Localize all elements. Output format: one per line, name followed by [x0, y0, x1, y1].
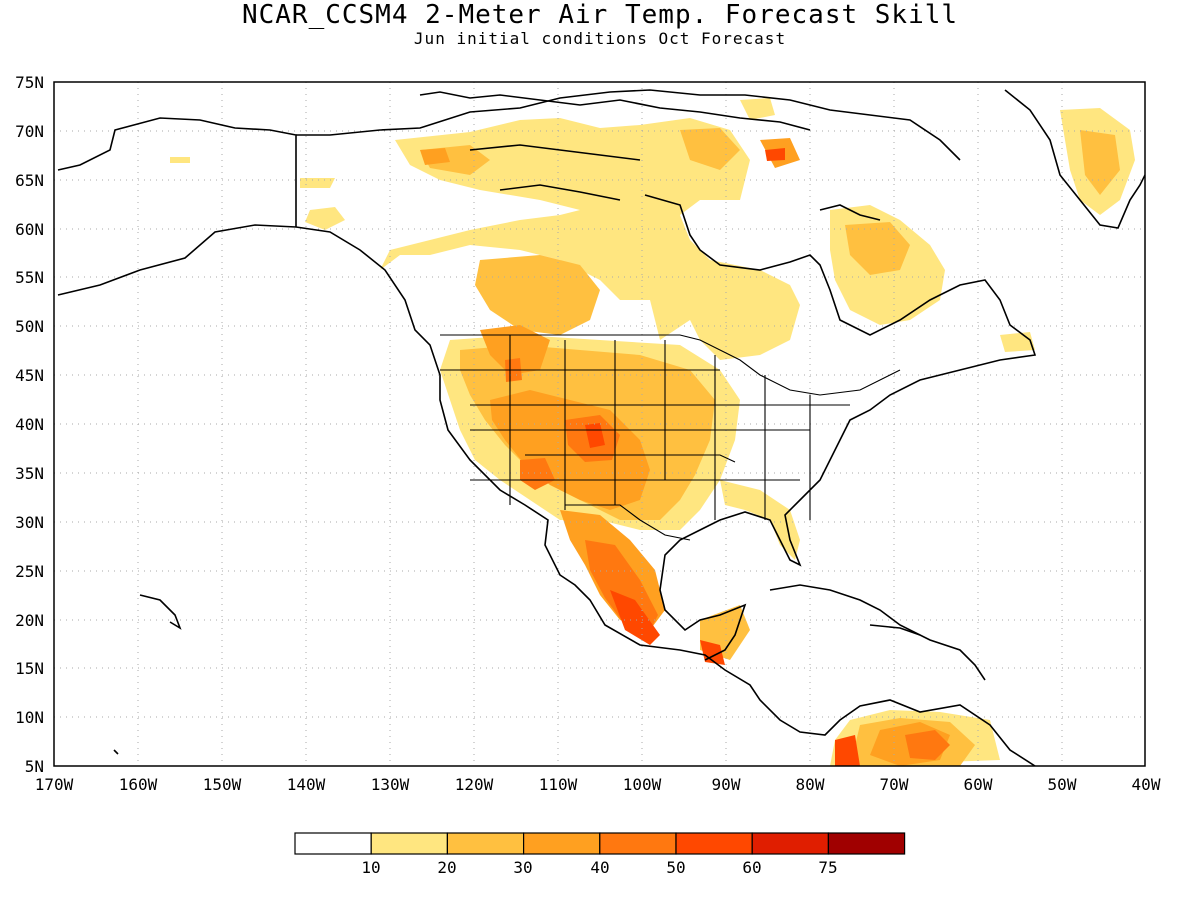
lon-label: 80W — [796, 775, 825, 794]
lon-label: 70W — [880, 775, 909, 794]
lat-label: 30N — [15, 513, 44, 532]
lon-label: 90W — [712, 775, 741, 794]
political-borders — [440, 334, 901, 541]
lat-label: 75N — [15, 73, 44, 92]
lon-label: 120W — [455, 775, 494, 794]
colorbar-label: 75 — [818, 858, 837, 877]
colorbar-swatch — [675, 832, 753, 855]
colorbar-swatch — [599, 832, 677, 855]
colorbar-swatch — [294, 832, 372, 855]
lat-label: 20N — [15, 611, 44, 630]
colorbar-swatch — [370, 832, 449, 855]
lon-label: 110W — [539, 775, 578, 794]
lat-label: 70N — [15, 122, 44, 141]
colorbar-label: 50 — [666, 858, 685, 877]
lat-label: 60N — [15, 220, 44, 239]
lat-label: 10N — [15, 708, 44, 727]
colorbar-swatch — [751, 832, 830, 855]
colorbar-labels: 10 20 30 40 50 60 75 — [361, 858, 837, 877]
colorbar-label: 60 — [742, 858, 761, 877]
colorbar-swatch — [446, 832, 525, 855]
colorbar: 10 20 30 40 50 60 75 — [294, 832, 906, 877]
lon-label: 150W — [203, 775, 242, 794]
lon-label: 140W — [287, 775, 326, 794]
colorbar-swatch — [522, 832, 601, 855]
map-title: NCAR_CCSM4 2-Meter Air Temp. Forecast Sk… — [241, 0, 959, 30]
lat-label: 55N — [15, 268, 44, 287]
lat-label: 5N — [25, 757, 44, 776]
lon-label: 60W — [964, 775, 993, 794]
map-subtitle: Jun initial conditions Oct Forecast — [413, 29, 787, 48]
lat-label: 45N — [15, 366, 44, 385]
colorbar-label: 10 — [361, 858, 380, 877]
colorbar-label: 40 — [590, 858, 609, 877]
colorbar-swatch — [827, 832, 906, 855]
latitude-labels: 75N 70N 65N 60N 55N 50N 45N 40N 35N 30N … — [15, 73, 44, 776]
lon-label: 100W — [623, 775, 662, 794]
lon-label: 130W — [371, 775, 410, 794]
colorbar-label: 20 — [437, 858, 456, 877]
lon-label: 50W — [1048, 775, 1077, 794]
lon-label: 40W — [1132, 775, 1161, 794]
map-plot-area — [54, 82, 1145, 766]
map-frame — [53, 81, 1146, 767]
lat-label: 35N — [15, 464, 44, 483]
lat-label: 65N — [15, 171, 44, 190]
lat-label: 25N — [15, 562, 44, 581]
coastlines — [57, 89, 1145, 766]
lat-label: 15N — [15, 659, 44, 678]
colorbar-label: 30 — [513, 858, 532, 877]
lat-label: 50N — [15, 317, 44, 336]
longitude-labels: 170W 160W 150W 140W 130W 120W 110W 100W … — [35, 775, 1161, 794]
lat-label: 40N — [15, 415, 44, 434]
lon-label: 160W — [119, 775, 158, 794]
colorbar-boxes — [294, 832, 906, 855]
lon-label: 170W — [35, 775, 74, 794]
